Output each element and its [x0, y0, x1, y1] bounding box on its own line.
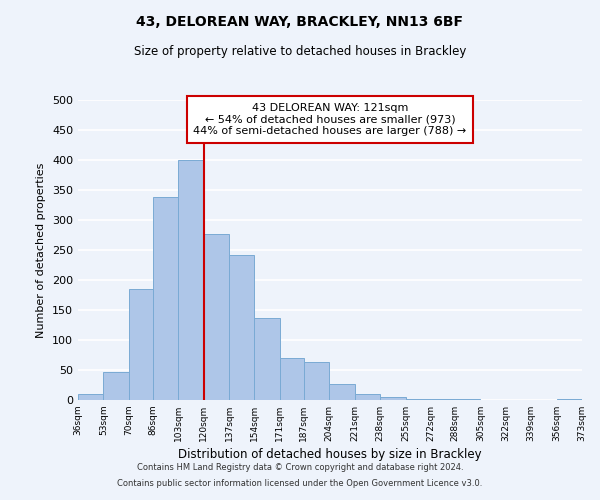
Bar — [406, 399, 431, 400]
X-axis label: Distribution of detached houses by size in Brackley: Distribution of detached houses by size … — [178, 448, 482, 461]
Text: 43, DELOREAN WAY, BRACKLEY, NN13 6BF: 43, DELOREAN WAY, BRACKLEY, NN13 6BF — [137, 15, 464, 29]
Bar — [129, 289, 153, 400]
Text: Contains HM Land Registry data © Crown copyright and database right 2024.: Contains HM Land Registry data © Crown c… — [137, 464, 463, 472]
Bar — [557, 399, 582, 400]
Y-axis label: Number of detached properties: Number of detached properties — [37, 162, 46, 338]
Bar — [254, 318, 280, 400]
Bar — [203, 234, 229, 400]
Text: Size of property relative to detached houses in Brackley: Size of property relative to detached ho… — [134, 45, 466, 58]
Bar — [153, 197, 178, 400]
Bar — [178, 160, 203, 400]
Bar — [103, 372, 129, 400]
Text: Contains public sector information licensed under the Open Government Licence v3: Contains public sector information licen… — [118, 478, 482, 488]
Bar — [229, 255, 254, 400]
Text: 43 DELOREAN WAY: 121sqm
← 54% of detached houses are smaller (973)
44% of semi-d: 43 DELOREAN WAY: 121sqm ← 54% of detache… — [193, 103, 467, 136]
Bar — [355, 394, 380, 400]
Bar — [78, 394, 103, 400]
Bar — [304, 362, 329, 400]
Bar — [280, 358, 304, 400]
Bar — [380, 397, 406, 400]
Bar — [329, 384, 355, 400]
